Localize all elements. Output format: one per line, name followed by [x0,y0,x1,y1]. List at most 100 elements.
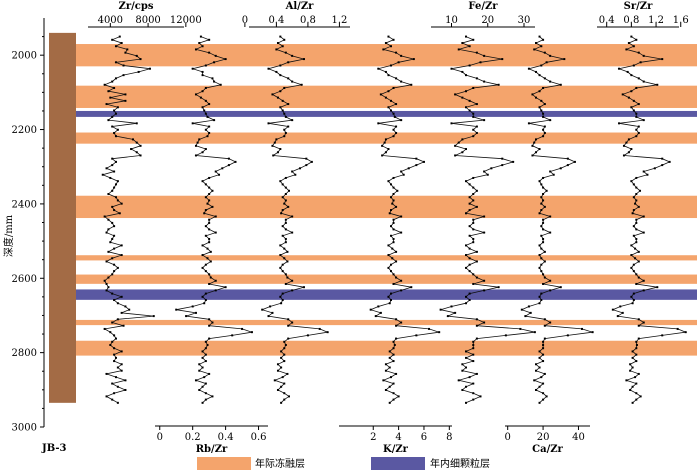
data-point [284,218,287,221]
data-point [635,193,638,196]
data-point [392,282,395,285]
data-point [300,83,303,86]
data-point [105,260,108,263]
data-point [111,164,114,167]
data-point [618,122,621,125]
data-point [105,395,108,398]
data-point [208,51,211,54]
data-point [124,379,127,382]
data-point [208,241,211,244]
data-point [535,96,537,99]
data-point [472,241,475,244]
data-point [542,199,545,202]
data-point [281,183,284,186]
data-point [281,292,284,295]
panel-title: Al/Zr [285,1,315,12]
data-point [465,366,467,369]
data-point [287,125,290,128]
data-point [382,48,385,51]
data-point [549,321,552,324]
data-point [388,401,391,404]
data-point [540,292,543,295]
panel-title: Ca/Zr [532,444,563,455]
data-point [642,54,645,57]
data-point [465,212,467,215]
data-point [395,276,398,279]
data-point [540,183,543,186]
data-point [635,115,638,118]
data-point [631,350,634,353]
data-point [630,254,633,257]
data-point [194,144,197,147]
data-point [668,160,671,163]
data-point [661,157,664,160]
data-point [194,48,197,51]
data-point [116,385,119,388]
data-point [486,173,489,176]
data-point [465,295,467,298]
data-point [306,334,309,337]
data-point [288,189,290,192]
data-point [201,385,204,388]
data-point [621,311,624,314]
panel-fe-zr: 10 20 30 Fe/Zr [431,1,536,404]
data-point [107,218,110,221]
data-point [461,96,464,99]
data-point [637,125,640,128]
data-point [139,144,142,147]
data-point [209,260,212,263]
data-point [291,289,294,292]
data-point [475,125,478,128]
data-point [291,80,294,83]
data-point [475,103,478,106]
data-point [305,164,308,167]
data-point [540,209,543,212]
core-label: JB-3 [41,443,67,454]
data-point [208,199,211,202]
data-point [461,70,464,73]
data-point [542,228,545,231]
depth-tick-label: 2400 [12,199,37,210]
data-point [468,99,471,102]
data-point [472,112,475,115]
data-point [475,189,478,192]
panel-rb-zr: 0 0.2 0.4 0.6 Rb/Zr [155,35,268,455]
data-point [113,225,116,228]
data-point [116,401,119,404]
data-point [392,186,395,189]
data-point [287,337,290,340]
data-point [194,93,197,96]
data-point [483,321,486,324]
data-point [538,244,541,247]
data-point [284,221,287,224]
data-point [111,221,114,224]
data-point [113,334,116,337]
data-point [635,237,638,240]
data-point [566,164,569,167]
data-point [392,228,395,231]
data-point [625,141,628,144]
data-point [283,257,286,260]
data-point [634,376,637,379]
data-point [120,350,123,353]
data-point [204,148,207,151]
data-point [387,74,390,77]
data-point [392,176,395,179]
data-point [387,180,390,183]
data-point [573,160,576,163]
data-point [543,260,546,263]
data-point [201,266,204,269]
data-point [114,337,117,340]
data-point [549,80,552,83]
data-point [241,327,244,330]
data-point [116,366,119,369]
data-point [284,115,287,118]
data-point [618,67,621,70]
data-point [538,356,541,359]
data-point [379,93,382,96]
panel-tick-label: 12000 [170,15,202,26]
data-point [472,176,475,179]
data-point [281,270,284,273]
data-point [540,247,543,250]
data-point [392,398,395,401]
